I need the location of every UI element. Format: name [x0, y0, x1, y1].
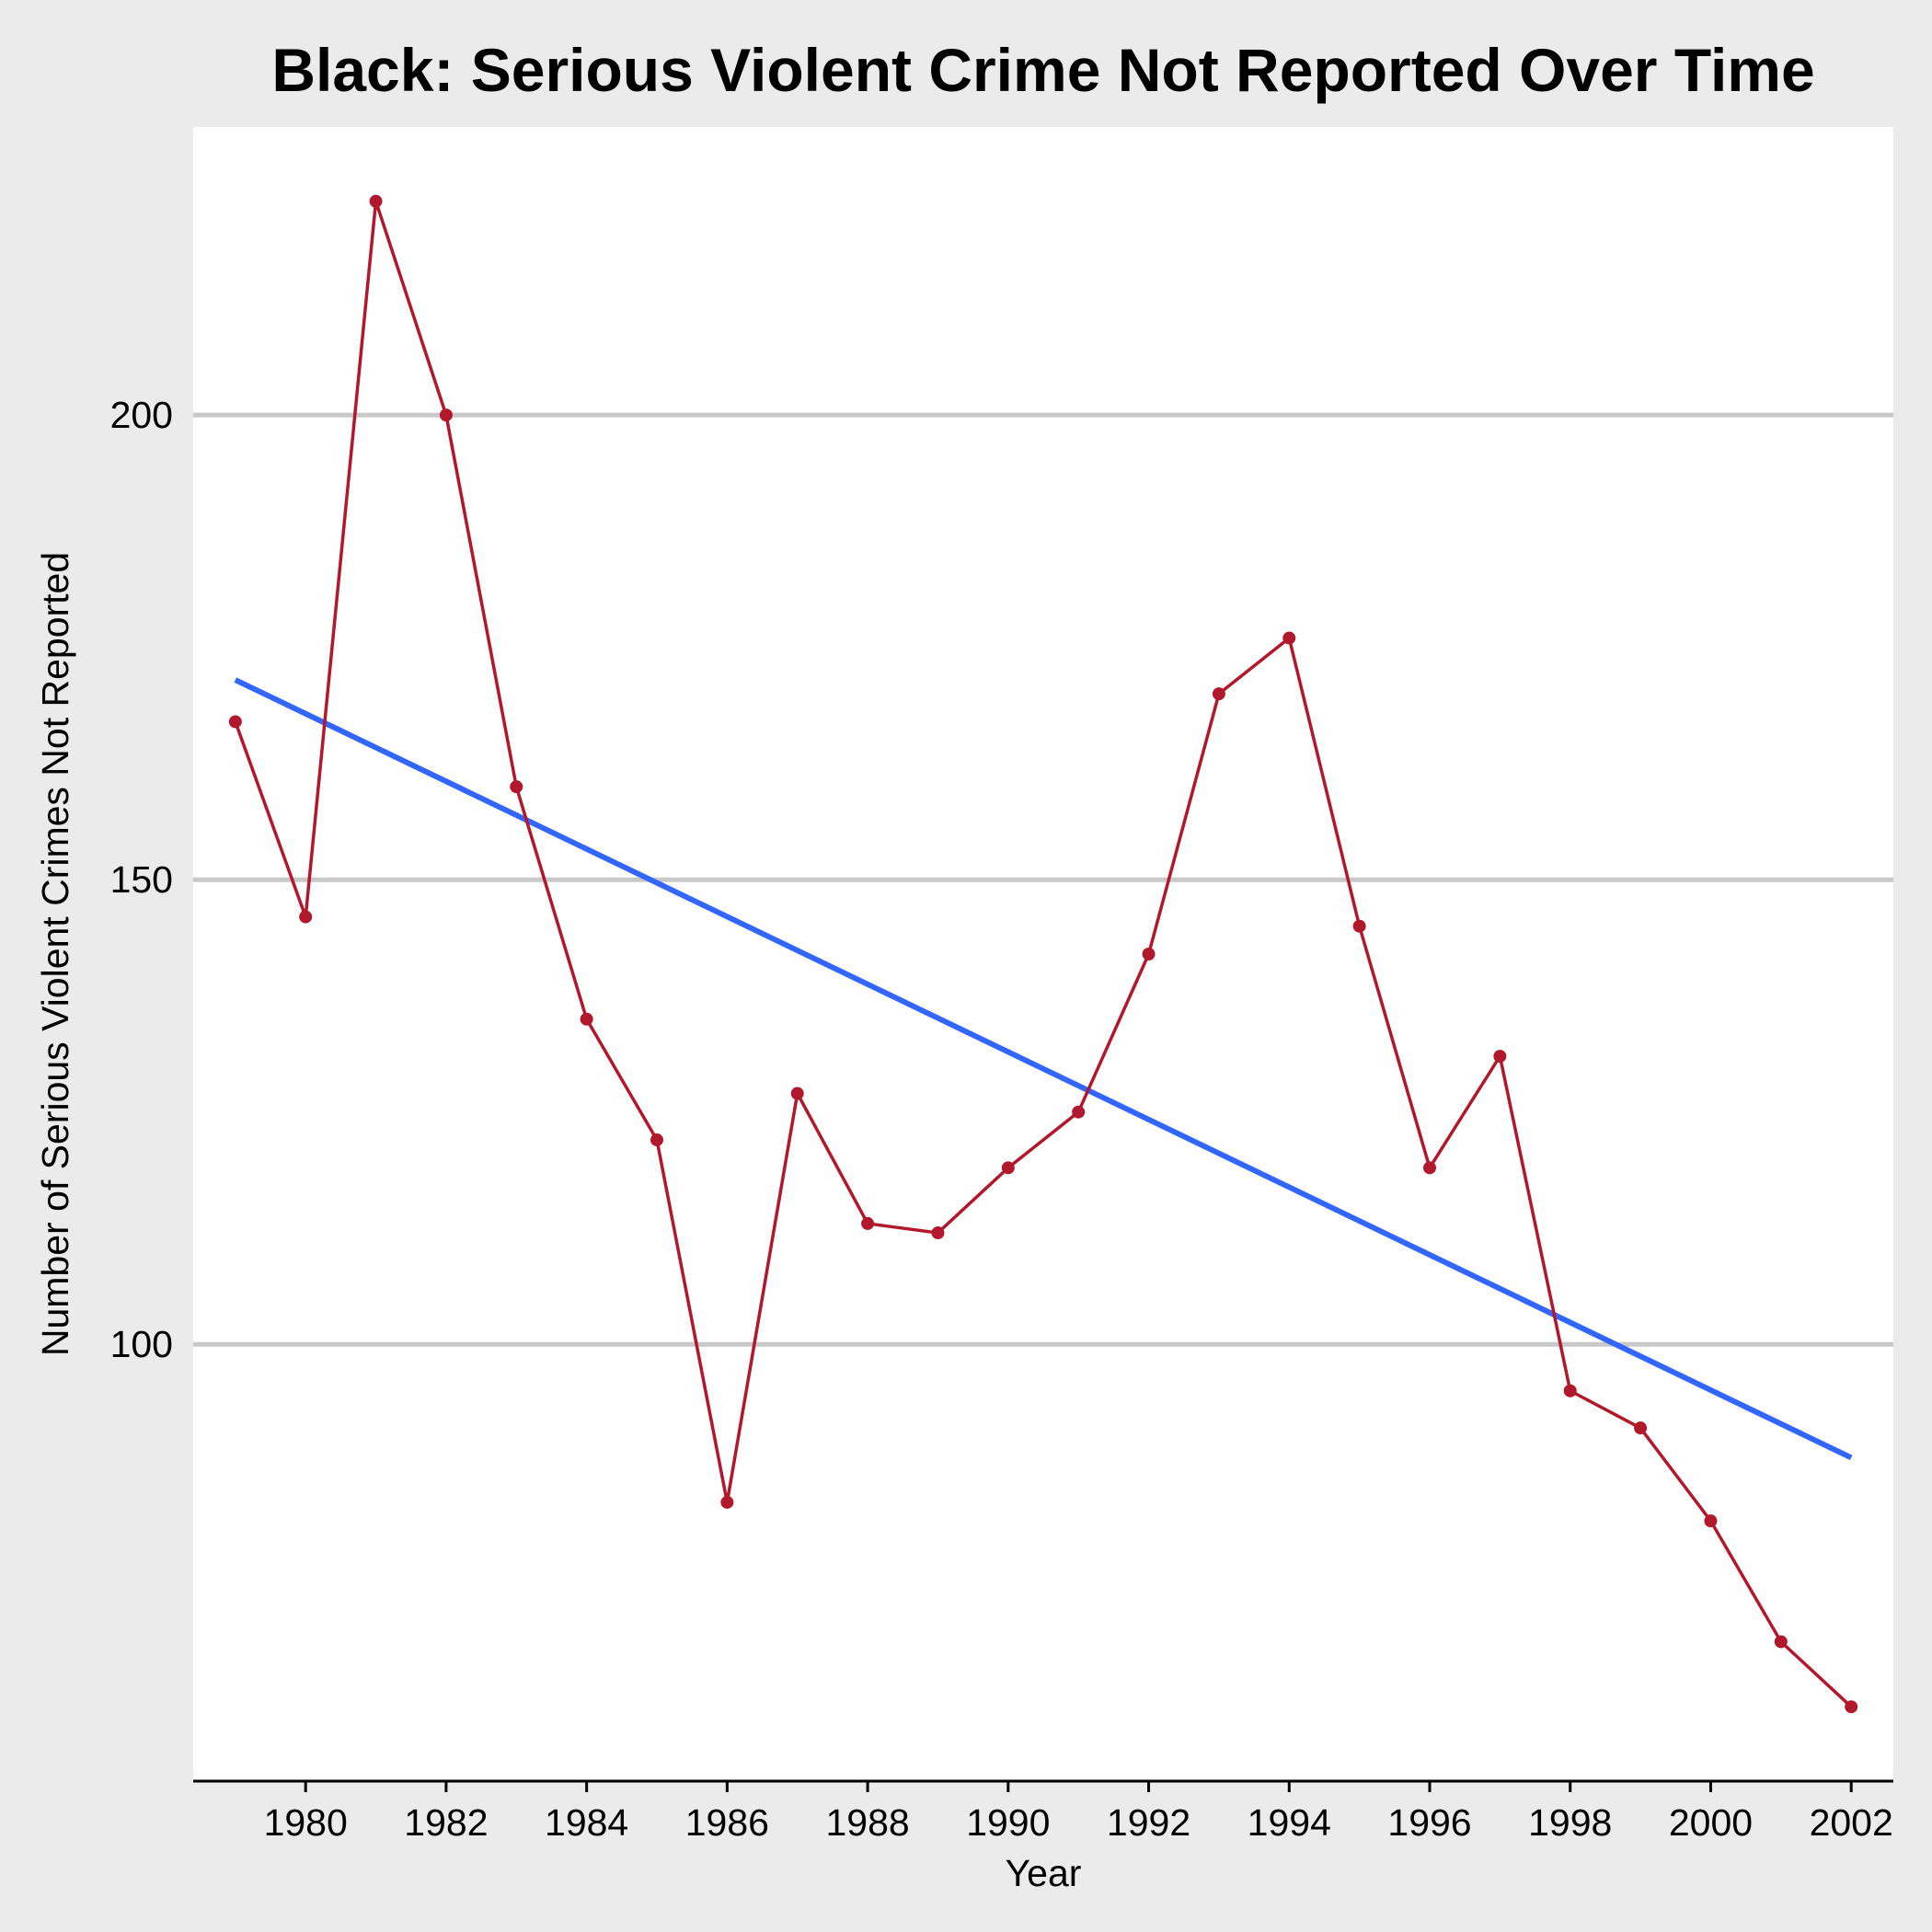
x-tick-label: 2000 — [1669, 1801, 1753, 1844]
y-axis-label: Number of Serious Violent Crimes Not Rep… — [34, 552, 76, 1356]
y-tick-label: 150 — [110, 858, 173, 901]
data-point — [580, 1012, 593, 1026]
x-tick-label: 1984 — [545, 1801, 628, 1844]
data-point — [510, 780, 523, 794]
data-point — [439, 408, 453, 422]
data-point — [1634, 1421, 1648, 1435]
data-point — [1282, 631, 1296, 645]
data-point — [790, 1087, 804, 1100]
data-point — [720, 1495, 734, 1509]
x-tick-label: 1980 — [264, 1801, 348, 1844]
data-point — [1142, 948, 1156, 960]
trend-layer — [234, 677, 1853, 1461]
data-point — [1774, 1635, 1788, 1649]
data-point — [1845, 1700, 1858, 1714]
axis-layer: 100 150 200 1980 1982 1984 1986 1988 1990 1992 199… — [110, 394, 1893, 1844]
data-point — [1423, 1161, 1436, 1175]
y-tick-label: 100 — [110, 1323, 173, 1365]
data-point — [1352, 919, 1366, 933]
x-tick-label: 2002 — [1810, 1801, 1893, 1844]
data-point — [650, 1133, 663, 1147]
series-layer — [228, 194, 1858, 1714]
data-point — [299, 910, 313, 924]
data-point — [1563, 1384, 1577, 1397]
x-tick-label: 1998 — [1528, 1801, 1612, 1844]
data-point — [369, 194, 383, 208]
x-tick-label: 1990 — [966, 1801, 1050, 1844]
series-line — [234, 200, 1853, 1708]
x-tick-label: 1994 — [1248, 1801, 1331, 1844]
plot-panel — [193, 127, 1893, 1781]
data-point — [228, 715, 242, 729]
data-point — [1704, 1514, 1718, 1528]
x-tick-label: 1996 — [1387, 1801, 1471, 1844]
data-point — [1001, 1161, 1015, 1175]
x-tick-label: 1988 — [825, 1801, 909, 1844]
x-axis-label: Year — [1006, 1852, 1082, 1894]
x-tick-label: 1982 — [404, 1801, 488, 1844]
chart-title: Black: Serious Violent Crime Not Reporte… — [271, 36, 1814, 104]
data-point — [1212, 687, 1225, 701]
data-point — [931, 1226, 945, 1240]
x-tick-label: 1992 — [1107, 1801, 1190, 1844]
data-point — [1072, 1105, 1086, 1119]
data-point — [861, 1216, 875, 1230]
data-point — [1493, 1050, 1507, 1064]
trend-line — [234, 677, 1853, 1461]
y-tick-label: 200 — [110, 394, 173, 436]
x-tick-label: 1986 — [685, 1801, 769, 1844]
